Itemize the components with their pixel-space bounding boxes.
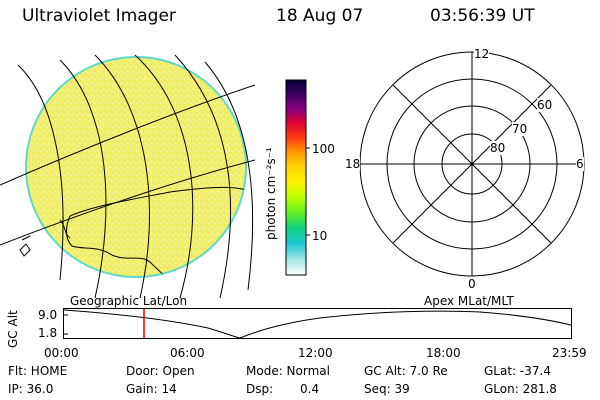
- intensity-colorbar: [285, 79, 310, 276]
- colorbar-tick-100: 100: [312, 142, 335, 156]
- info-glat: GLat: -37.4: [484, 364, 551, 378]
- info-glon: GLon: 281.8: [484, 382, 557, 396]
- colorbar-gradient: [285, 79, 307, 276]
- coastline: [59, 186, 246, 277]
- observation-time: 03:56:39 UT: [430, 6, 535, 26]
- mlat-label-60: 60: [537, 98, 553, 112]
- apex-panel-label: Apex MLat/MLT: [424, 294, 514, 308]
- island-outline: [19, 235, 31, 257]
- info-flt: Flt: HOME: [8, 364, 68, 378]
- mlat-label-80: 80: [490, 141, 506, 155]
- altitude-ytick-9: 9.0: [38, 308, 58, 322]
- altitude-ylabel: GC Alt: [6, 310, 20, 348]
- lat-lon-grid: [0, 54, 256, 299]
- apex-polar-grid: [359, 51, 585, 277]
- geographic-panel-label: Geographic Lat/Lon: [70, 294, 188, 308]
- app-title: Ultraviolet Imager: [22, 6, 176, 26]
- colorbar-unit-label: photon cm⁻²s⁻¹: [264, 147, 278, 240]
- mlt-label-0: 0: [468, 277, 476, 291]
- altitude-xtick-1800: 18:00: [426, 346, 461, 360]
- mlat-label-70: 70: [512, 122, 528, 136]
- altitude-curve: [63, 309, 572, 339]
- earth-disk-image: [27, 58, 245, 276]
- altitude-ytick-1-8: 1.8: [38, 326, 58, 340]
- info-mode: Mode: Normal: [246, 364, 330, 378]
- mlt-label-18: 18: [345, 157, 361, 171]
- geographic-image-panel: [0, 54, 256, 299]
- info-gc-alt: GC Alt: 7.0 Re: [364, 364, 448, 378]
- altitude-xtick-0600: 06:00: [170, 346, 205, 360]
- mlt-label-6: 6: [576, 157, 584, 171]
- altitude-plot: [63, 308, 572, 339]
- info-door: Door: Open: [126, 364, 195, 378]
- altitude-plot-frame: [63, 308, 572, 339]
- info-dsp-label: Dsp:: [246, 382, 274, 396]
- info-dsp-value: 0.4: [300, 382, 320, 396]
- info-ip: IP: 36.0: [8, 382, 54, 396]
- colorbar-tick-10: 10: [312, 229, 328, 243]
- mlt-diagonal-2: [392, 84, 552, 244]
- altitude-xtick-1200: 12:00: [298, 346, 333, 360]
- altitude-xtick-2359: 23:59: [552, 346, 587, 360]
- info-seq: Seq: 39: [364, 382, 410, 396]
- info-gain: Gain: 14: [126, 382, 177, 396]
- altitude-xtick-0000: 00:00: [44, 346, 79, 360]
- observation-date: 18 Aug 07: [276, 6, 364, 26]
- mlt-label-12: 12: [474, 47, 490, 61]
